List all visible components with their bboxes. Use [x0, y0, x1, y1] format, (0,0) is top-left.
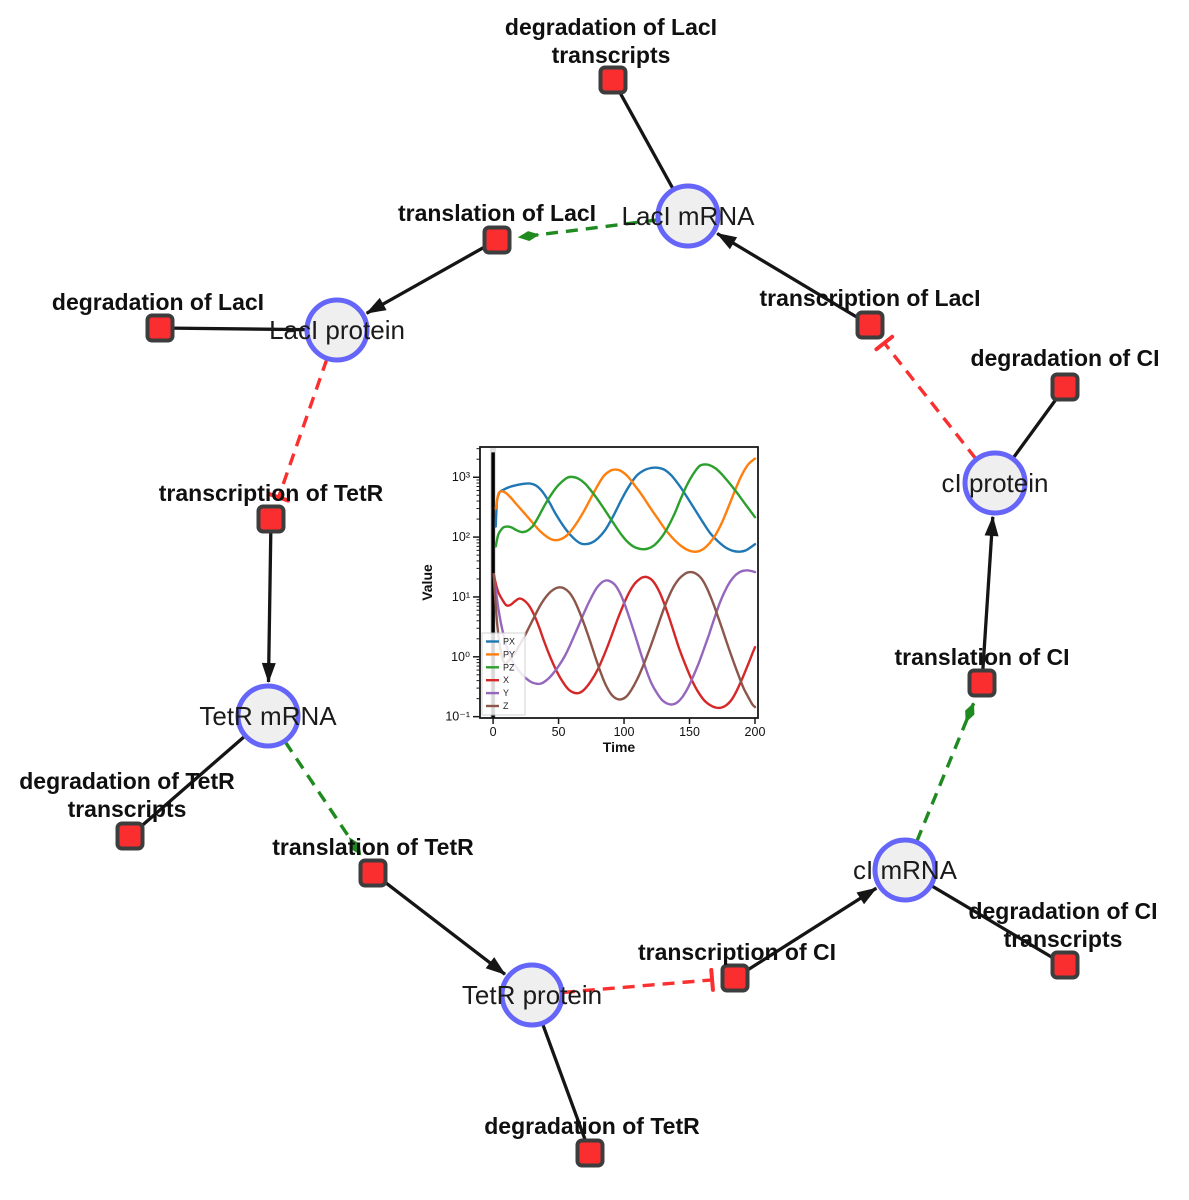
reaction-label-transcription-tetr: transcription of TetR	[159, 480, 384, 506]
species-node-laci-protein	[304, 297, 370, 363]
edge-modifier-ci-mrna-to-translation-ci	[915, 702, 976, 842]
chart-legend-label-X: X	[503, 675, 509, 685]
species-node-ci-protein	[962, 450, 1028, 516]
chart-legend-label-Z: Z	[503, 701, 509, 711]
species-label-ci-mrna: cI mRNA	[853, 855, 958, 885]
chart-y-tick-label-2: 10²	[452, 530, 470, 544]
species-label-tetr-mrna: TetR mRNA	[199, 701, 337, 731]
reaction-node-deg-ci-tx	[1050, 950, 1080, 980]
reaction-label-transcription-laci: transcription of LacI	[759, 285, 980, 311]
chart-x-tick-label-0: 0	[490, 725, 497, 739]
reaction-node-transcription-laci	[855, 310, 885, 340]
chart-background	[408, 430, 778, 765]
reaction-label-deg-ci-tx: degradation of CI transcripts	[968, 898, 1157, 952]
chart-axes-box	[479, 446, 759, 719]
chart-legend-label-PZ: PZ	[503, 662, 515, 672]
chart-y-tick-label-0: 10⁰	[451, 650, 470, 664]
nodes-layer	[115, 65, 1080, 1168]
chart-x-tick-label-200: 200	[745, 725, 766, 739]
reaction-node-translation-ci	[967, 668, 997, 698]
reaction-node-transcription-ci	[720, 963, 750, 993]
reaction-node-translation-laci	[482, 225, 512, 255]
species-label-tetr-protein: TetR protein	[462, 980, 602, 1010]
edge-modifier-tetr-mrna-to-translation-tetr	[283, 740, 363, 856]
chart-legend-label-Y: Y	[503, 688, 509, 698]
chart-legend-label-PX: PX	[503, 637, 515, 647]
edge-production-translation-laci-to-laci-protein	[365, 238, 498, 315]
chart-x-tick-label-50: 50	[552, 725, 566, 739]
inset-chart: 0 50 100 150 200 10⁻¹ 10⁰ 10¹ 10² 10³ Time Value PX P…	[408, 430, 778, 765]
species-node-tetr-mrna	[235, 683, 301, 749]
labels-layer: degradation of LacI transcripts translatio…	[19, 14, 1159, 1139]
reaction-node-deg-laci-tx	[598, 65, 628, 95]
reaction-node-deg-ci	[1050, 372, 1080, 402]
reaction-node-translation-tetr	[358, 858, 388, 888]
edge-inhibition-ci-protein-to-transcription-laci	[874, 334, 978, 460]
chart-legend-box	[481, 632, 526, 716]
reaction-label-deg-laci: degradation of LacI	[52, 289, 264, 315]
chart-xlabel: Time	[603, 739, 636, 755]
reaction-node-transcription-tetr	[256, 504, 286, 534]
chart-y-tick-label--1: 10⁻¹	[445, 710, 470, 724]
edge-production-translation-ci-to-ci-protein	[980, 515, 999, 684]
edge-production-transcription-laci-to-laci-mrna	[716, 232, 871, 327]
reaction-label-transcription-ci: transcription of CI	[638, 939, 836, 965]
chart-x-tick-label-100: 100	[614, 725, 635, 739]
reaction-node-deg-tetr-tx	[115, 821, 145, 851]
reaction-node-deg-tetr	[575, 1138, 605, 1168]
reaction-label-deg-ci: degradation of CI	[970, 345, 1159, 371]
chart-curve-PX	[494, 466, 757, 553]
edge-production-translation-tetr-to-tetr-protein	[371, 871, 507, 976]
reaction-label-deg-tetr-tx: degradation of TetR transcripts	[19, 768, 235, 822]
reaction-label-translation-ci: translation of CI	[894, 644, 1069, 670]
chart-curve-PZ	[494, 463, 757, 551]
species-node-tetr-protein	[499, 962, 565, 1028]
reaction-label-translation-laci: translation of LacI	[398, 200, 596, 226]
chart-y-tick-label-1: 10¹	[452, 590, 470, 604]
chart-x-tick-label-150: 150	[679, 725, 700, 739]
edge-modifier-laci-mrna-to-translation-laci	[517, 218, 658, 242]
species-node-ci-mrna	[872, 837, 938, 903]
reaction-label-translation-tetr: translation of TetR	[272, 834, 474, 860]
chart-ylabel: Value	[419, 564, 435, 601]
chart-curve-PY	[494, 457, 757, 553]
species-label-laci-protein: LacI protein	[269, 315, 405, 345]
chart-y-tick-label-3: 10³	[452, 470, 470, 484]
chart-legend-label-PY: PY	[503, 649, 515, 659]
species-node-laci-mrna	[655, 183, 721, 249]
species-label-laci-mrna: LacI mRNA	[622, 201, 756, 231]
reaction-label-deg-tetr: degradation of TetR	[484, 1113, 700, 1139]
species-label-ci-protein: cI protein	[942, 468, 1049, 498]
edge-inhibition-laci-protein-to-transcription-tetr	[267, 358, 329, 503]
edge-inhibition-tetr-protein-to-transcription-ci	[562, 967, 715, 995]
reaction-label-deg-laci-tx: degradation of LacI transcripts	[505, 14, 717, 68]
edge-production-transcription-tetr-to-tetr-mrna	[261, 518, 276, 683]
chart-curve-X	[492, 573, 757, 710]
edge-production-transcription-ci-to-ci-mrna	[734, 886, 878, 980]
reaction-node-deg-laci	[145, 313, 175, 343]
